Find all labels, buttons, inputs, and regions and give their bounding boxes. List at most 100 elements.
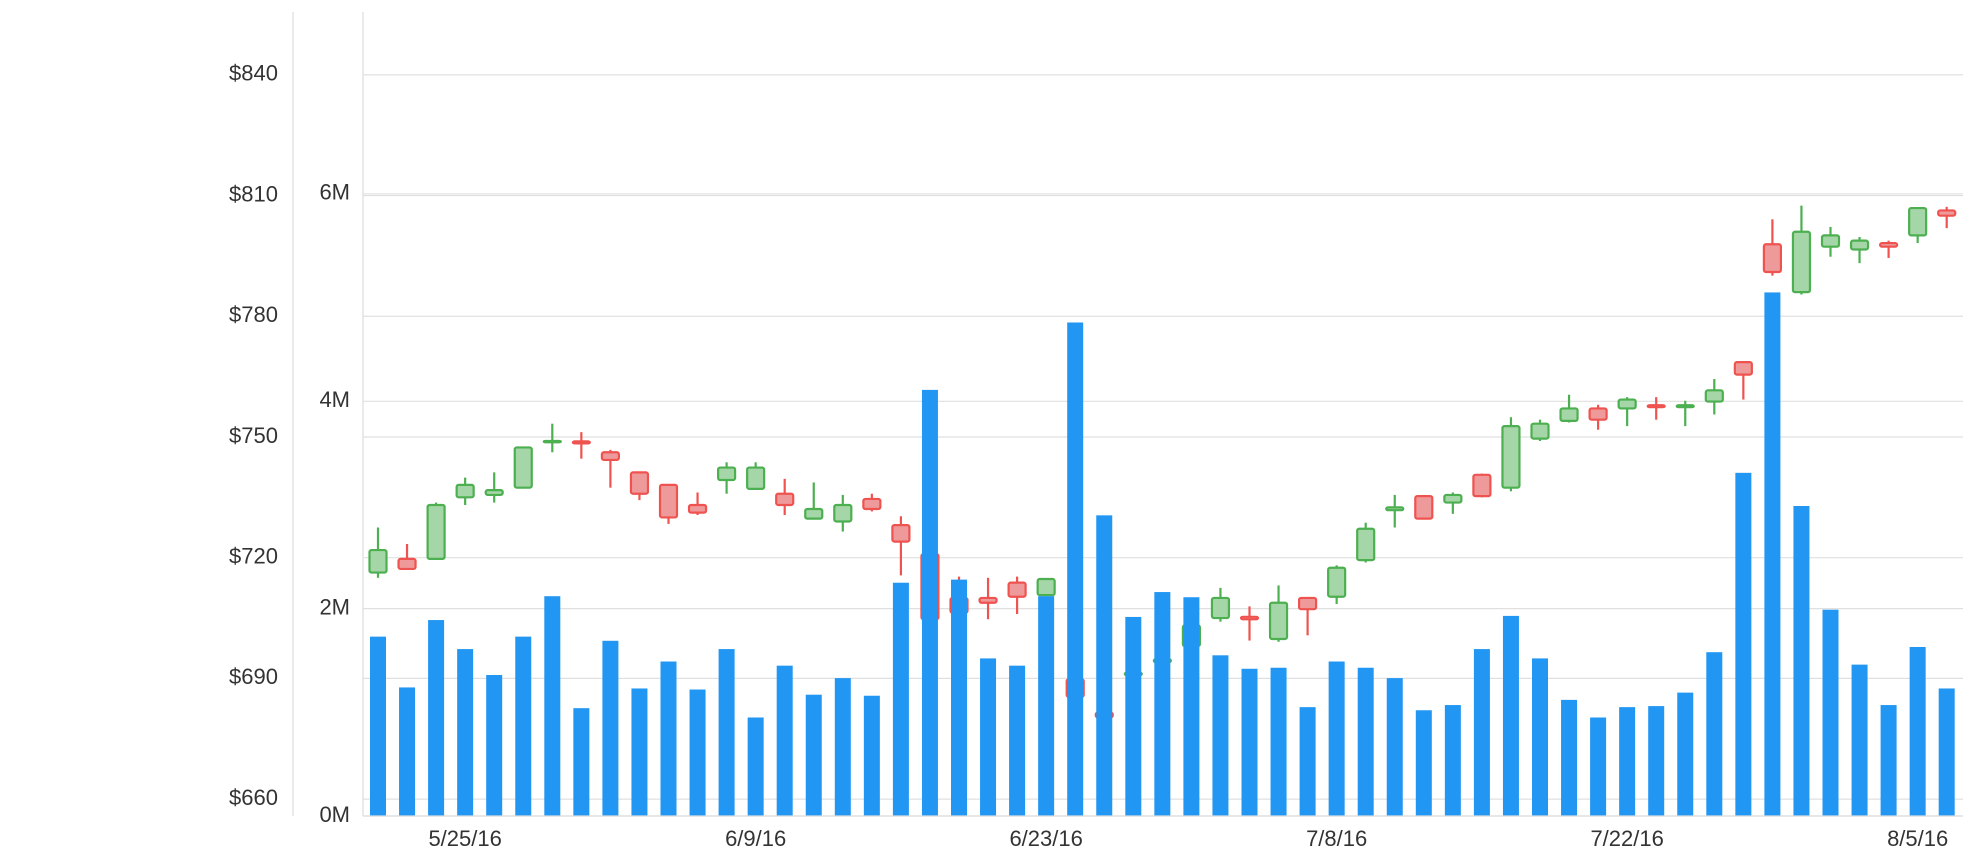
volume-bar [1386, 678, 1403, 816]
price-tick-label: $750 [229, 423, 278, 448]
volume-bar [951, 579, 967, 816]
volume-bar [1822, 609, 1839, 816]
x-tick-label: 7/22/16 [1590, 826, 1663, 851]
volume-bar [1938, 688, 1955, 816]
candle-body [1820, 234, 1841, 248]
candle-body [1443, 493, 1463, 504]
volume-bar [980, 658, 997, 816]
volume-bar [892, 582, 909, 816]
candle-body [833, 503, 853, 523]
volume-bar [573, 708, 590, 816]
candle-body [513, 446, 533, 489]
volume-bar [1328, 661, 1345, 816]
volume-bar [805, 694, 822, 816]
candle-body [804, 507, 824, 520]
candle-body [862, 497, 882, 511]
candle-body [1356, 527, 1376, 562]
price-tick-label: $720 [229, 544, 278, 569]
candle-body [1675, 404, 1695, 409]
volume-bar [1154, 592, 1171, 816]
candle-body [1849, 239, 1870, 251]
volume-bar [631, 688, 648, 816]
candle-body [1501, 425, 1521, 489]
volume-bar [1590, 717, 1607, 816]
candle-body [426, 503, 446, 560]
candle-body [1327, 566, 1347, 598]
x-tick-label: 5/25/16 [428, 826, 501, 851]
volume-bar [1067, 322, 1084, 816]
candle-body [891, 523, 911, 543]
volume-tick-label: 2M [319, 594, 350, 619]
candle-body [978, 596, 998, 604]
volume-bar [1212, 655, 1229, 816]
candle-body [1937, 209, 1957, 217]
volume-bar [1648, 706, 1665, 816]
volume-tick-label: 6M [319, 180, 350, 205]
candle-body [1239, 615, 1260, 621]
volume-bar [1706, 652, 1723, 816]
volume-bar [1009, 665, 1026, 816]
volume-bar [1502, 615, 1519, 816]
volume-bar [515, 636, 532, 816]
candle-body [1007, 581, 1027, 598]
volume-bar [834, 678, 851, 816]
volume-bar [1444, 705, 1461, 816]
x-tick-label: 6/23/16 [1009, 826, 1082, 851]
price-tick-label: $780 [229, 302, 278, 327]
candle-body [455, 483, 475, 499]
candle-body [716, 466, 737, 482]
price-tick-label: $690 [229, 664, 278, 689]
volume-bar [660, 661, 677, 816]
volume-bar [1125, 616, 1142, 816]
volume-bar [1038, 596, 1055, 816]
volume-bar [863, 695, 880, 816]
volume-bar [776, 665, 793, 816]
candle-body [1791, 230, 1812, 294]
candle-body [571, 440, 591, 445]
volume-bar [1473, 649, 1490, 816]
volume-tick-label: 4M [319, 387, 350, 412]
candle-body [1385, 506, 1405, 512]
candle-body [1588, 407, 1608, 421]
price-tick-label: $660 [229, 785, 278, 810]
volume-tick-label: 0M [319, 802, 350, 827]
candle-body [1762, 243, 1783, 274]
volume-bar [1299, 707, 1316, 816]
candle-body [397, 557, 417, 571]
volume-bar [1096, 515, 1113, 816]
volume-bar [1183, 597, 1200, 816]
candle-body [1908, 206, 1928, 237]
candle-body [484, 488, 504, 497]
candle-body [746, 466, 766, 490]
candle-body [1472, 473, 1492, 498]
volume-bar [747, 717, 764, 816]
volume-bar [718, 649, 735, 816]
candle-body [368, 548, 388, 574]
volume-bar [1561, 699, 1578, 816]
volume-bar [1415, 710, 1432, 816]
volume-bar [457, 649, 474, 816]
volume-bar [544, 596, 561, 816]
candle-body [1530, 422, 1550, 440]
candle-body [1617, 398, 1637, 410]
volume-bar [1677, 692, 1694, 816]
candle-body [658, 483, 679, 519]
volume-bar [1619, 707, 1636, 816]
x-tick-label: 6/9/16 [725, 826, 786, 851]
price-tick-label: $810 [229, 181, 278, 206]
candle-body [1210, 596, 1231, 620]
candle-body [1268, 601, 1289, 641]
x-tick-label: 8/5/16 [1887, 826, 1948, 851]
volume-bar [1735, 472, 1752, 816]
x-tick-label: 7/8/16 [1306, 826, 1367, 851]
volume-bar [1880, 705, 1897, 816]
candle-body [1297, 596, 1318, 611]
candle-body [1559, 407, 1579, 422]
candle-body [687, 503, 708, 514]
candle-body [1646, 404, 1666, 409]
price-tick-label: $840 [229, 61, 278, 86]
candle-body [1704, 389, 1724, 403]
volume-bar [1851, 664, 1868, 816]
